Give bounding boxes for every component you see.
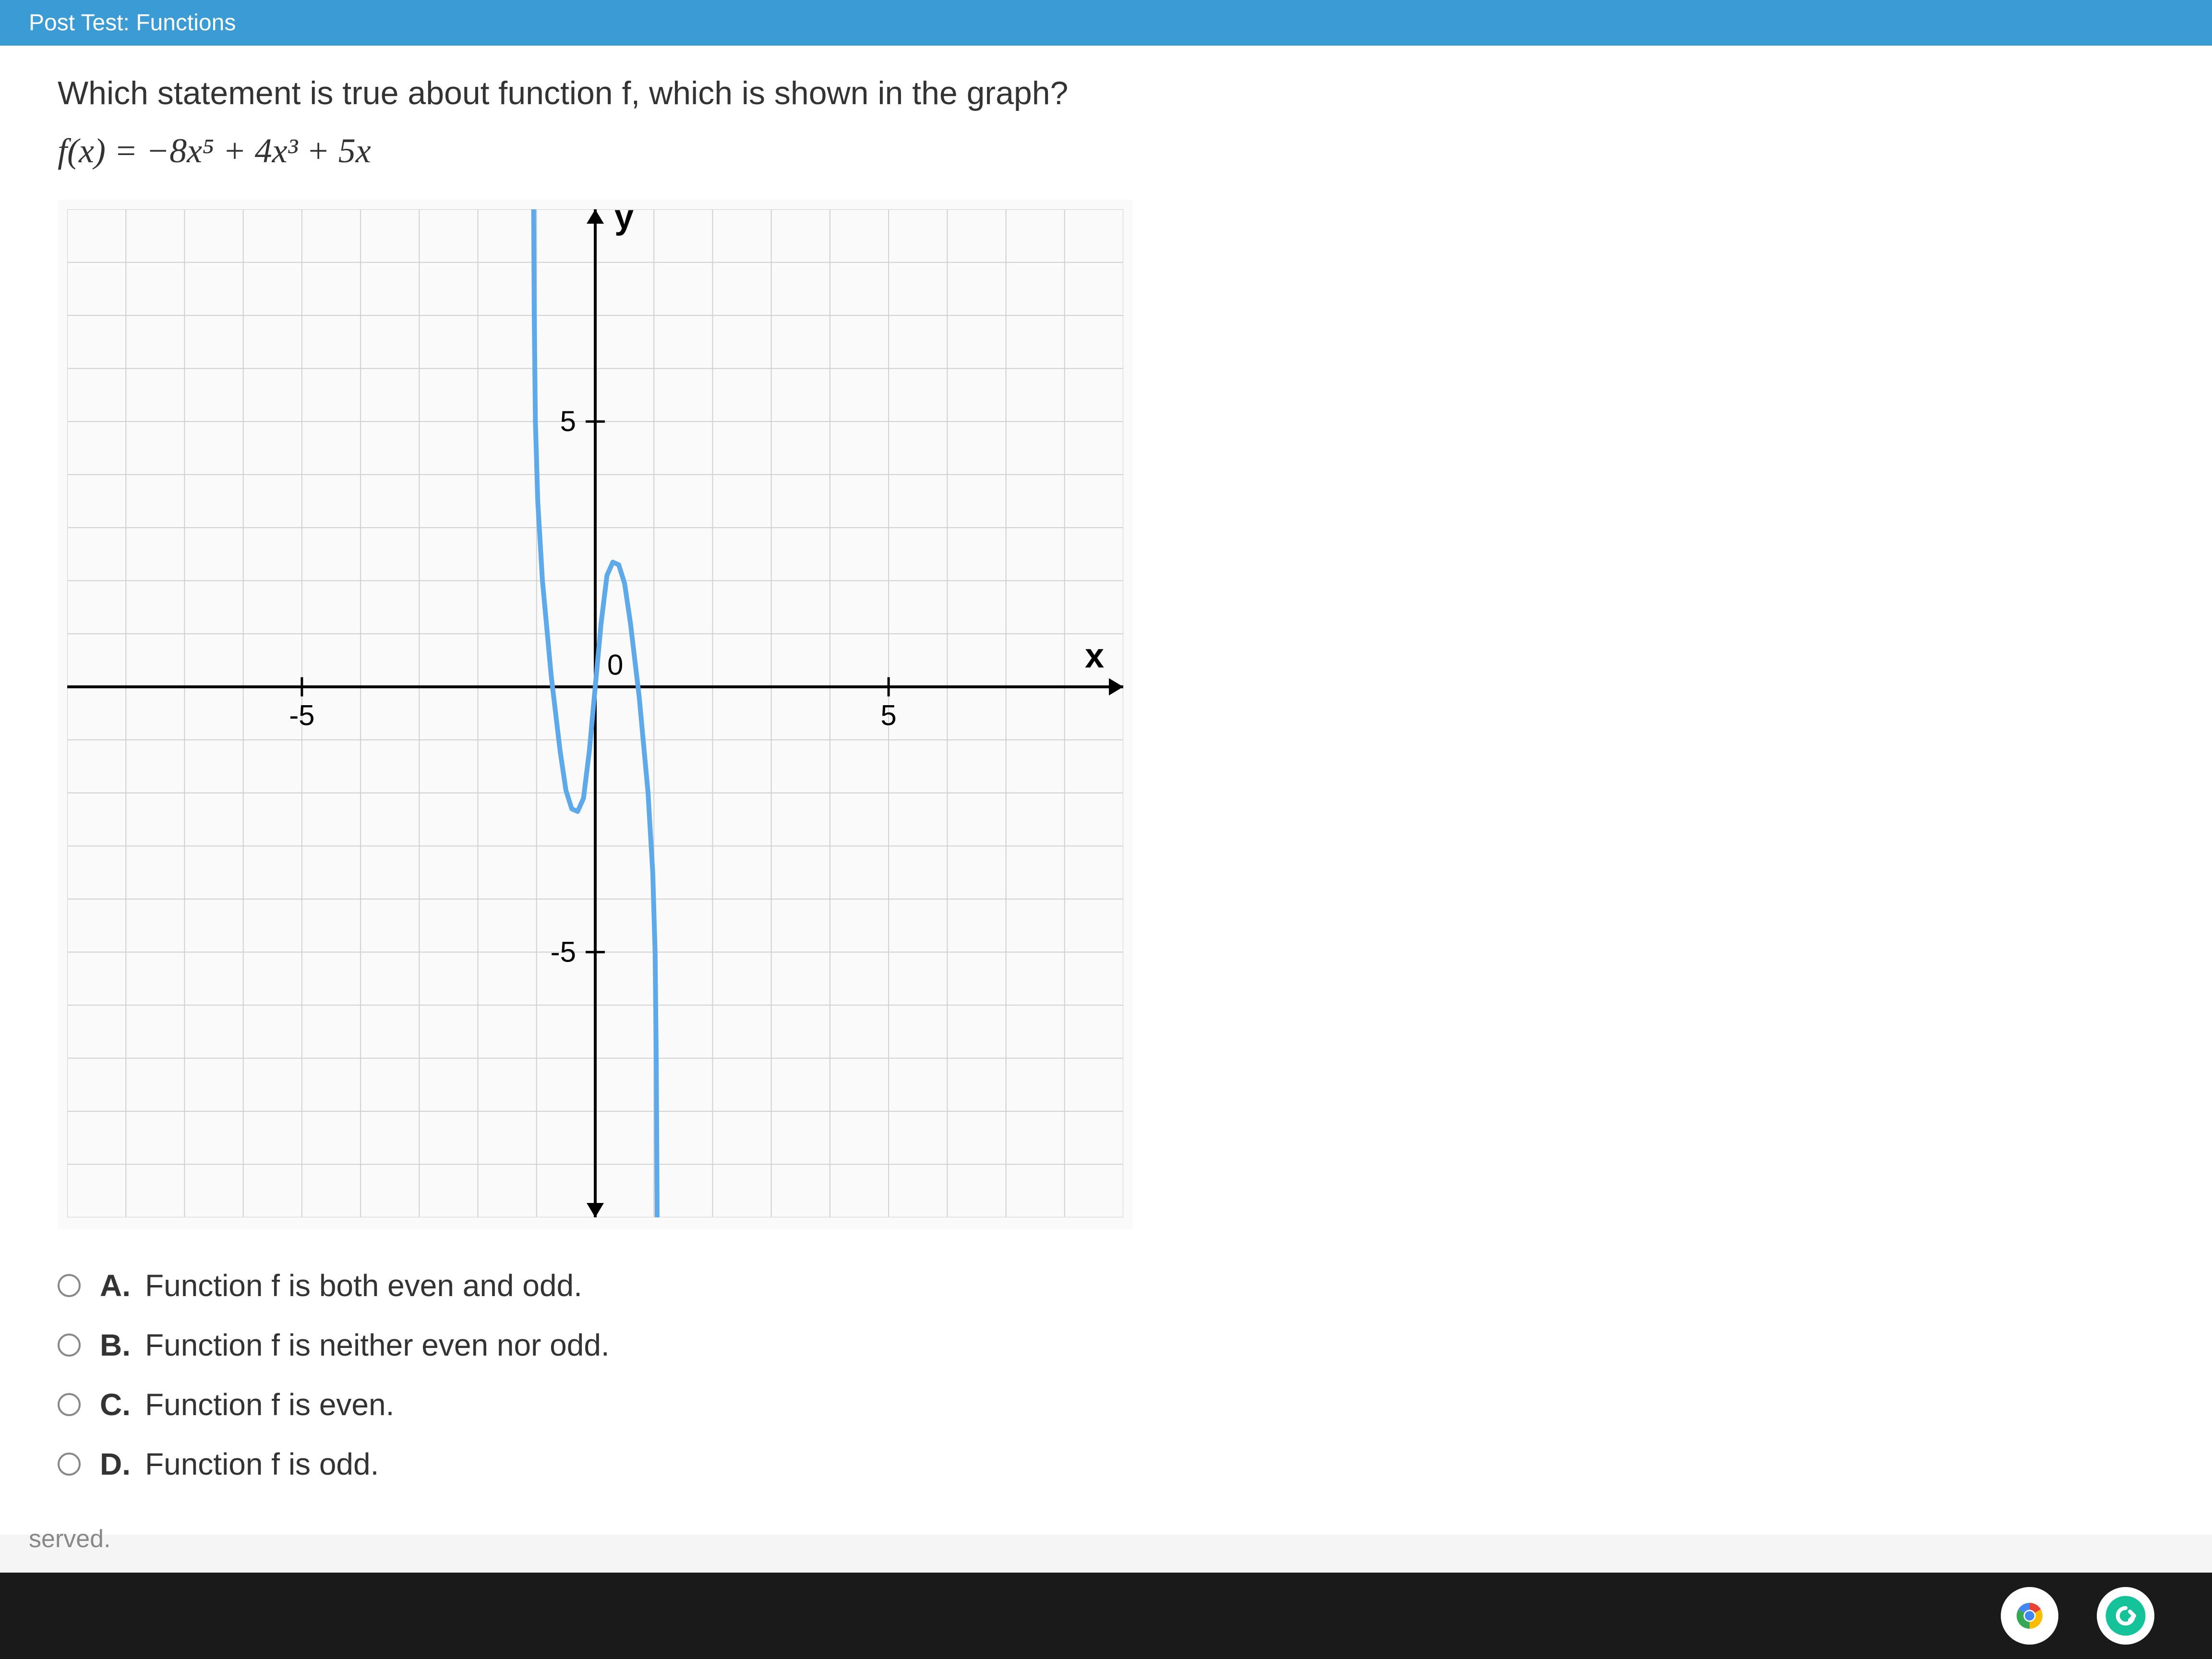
option-letter: A. [100,1268,131,1303]
option-text: Function f is neither even nor odd. [145,1327,610,1363]
graph-svg: -5 5 5 -5 0 y x [67,209,1123,1217]
chrome-icon[interactable] [2001,1587,2058,1645]
answer-options: A. Function f is both even and odd. B. F… [58,1268,2154,1482]
svg-text:y: y [614,209,634,236]
option-text: Function f is odd. [145,1446,379,1482]
option-c[interactable]: C. Function f is even. [58,1387,2154,1422]
option-text: Function f is both even and odd. [145,1268,582,1303]
option-a[interactable]: A. Function f is both even and odd. [58,1268,2154,1303]
header-bar: Post Test: Functions [0,0,2212,46]
option-b[interactable]: B. Function f is neither even nor odd. [58,1327,2154,1363]
footer-text: served. [29,1525,111,1553]
option-letter: B. [100,1327,131,1363]
grammarly-icon[interactable] [2097,1587,2154,1645]
function-formula: f(x) = −8x⁵ + 4x³ + 5x [58,131,2154,171]
option-d[interactable]: D. Function f is odd. [58,1446,2154,1482]
svg-text:0: 0 [607,649,623,681]
svg-text:-5: -5 [551,936,576,968]
taskbar [0,1573,2212,1659]
svg-text:5: 5 [560,405,576,437]
content-area: Which statement is true about function f… [0,46,2212,1535]
radio-d[interactable] [58,1453,81,1476]
header-title: Post Test: Functions [29,10,236,36]
svg-text:x: x [1085,637,1104,675]
radio-b[interactable] [58,1334,81,1357]
option-letter: C. [100,1387,131,1422]
svg-text:5: 5 [880,699,896,732]
option-letter: D. [100,1446,131,1482]
question-text: Which statement is true about function f… [58,74,2154,112]
radio-a[interactable] [58,1274,81,1297]
svg-text:-5: -5 [289,699,314,732]
radio-c[interactable] [58,1393,81,1416]
function-graph: -5 5 5 -5 0 y x [58,200,1133,1229]
option-text: Function f is even. [145,1387,394,1422]
